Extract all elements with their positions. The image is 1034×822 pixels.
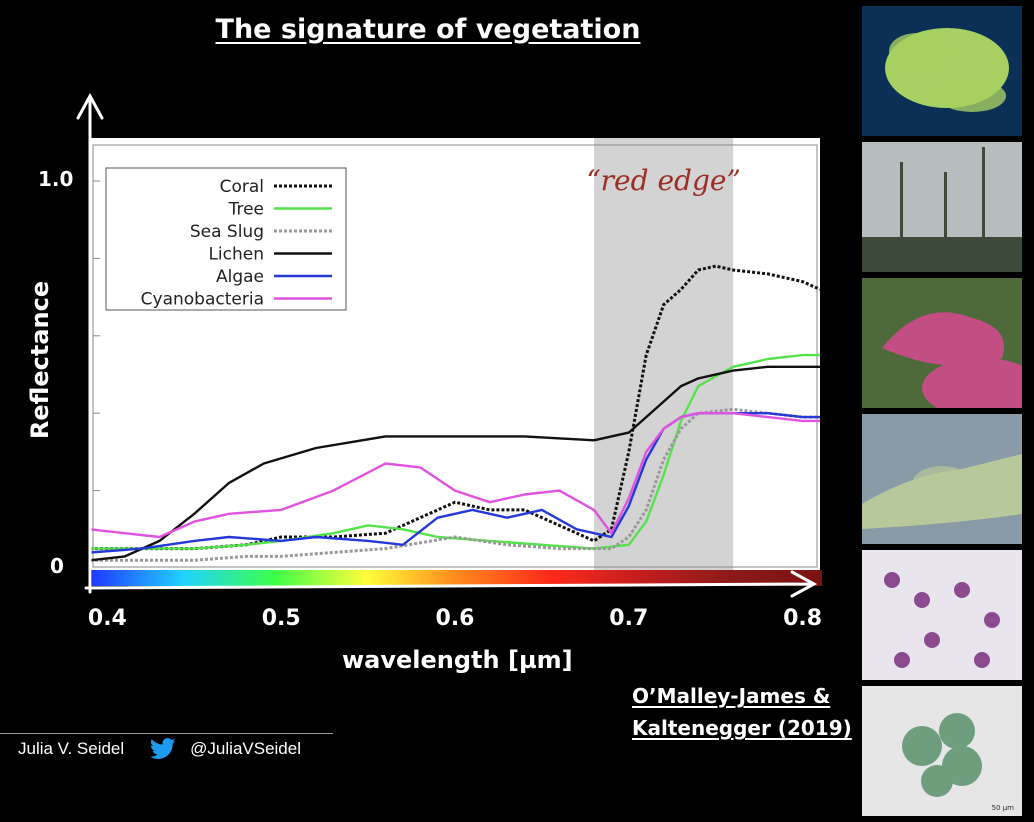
chart-plot-area: “red edge” Coral Tree Sea Slug Lichen Algae Cy… xyxy=(90,138,820,570)
author-name: Julia V. Seidel xyxy=(18,739,125,758)
legend-label-2: Sea Slug xyxy=(190,222,264,242)
citation[interactable]: O’Malley-James & Kaltenegger (2019) xyxy=(632,680,852,744)
series-line-lichen xyxy=(90,365,820,562)
legend-label-4: Algae xyxy=(216,267,264,287)
footer-divider xyxy=(0,733,333,734)
x-tick-3: 0.7 xyxy=(609,606,649,631)
x-tick-2: 0.6 xyxy=(435,606,475,631)
cyanobacteria-photo: 50 µm xyxy=(862,686,1022,816)
series-line-coral xyxy=(90,264,820,551)
lichen-photo xyxy=(862,414,1022,544)
legend-label-3: Lichen xyxy=(208,245,264,265)
algae-photo xyxy=(862,550,1022,680)
chart-overlay xyxy=(76,92,822,598)
series-line-sea-slug xyxy=(90,407,820,562)
legend-label-5: Cyanobacteria xyxy=(141,290,264,310)
x-tick-1: 0.5 xyxy=(261,606,301,631)
citation-line-1: O’Malley-James & xyxy=(632,684,831,708)
scale-bar-label: 50 µm xyxy=(992,804,1015,812)
slide-title: The signature of vegetation xyxy=(215,14,641,45)
citation-line-2: Kaltenegger (2019) xyxy=(632,716,852,740)
x-axis-arrow xyxy=(84,570,818,598)
twitter-bird-icon xyxy=(150,738,176,759)
series-line-cyanobacteria xyxy=(90,412,820,539)
sea-slug-photo xyxy=(862,278,1022,408)
y-tick-1: 1.0 xyxy=(38,167,74,191)
coral-photo xyxy=(862,6,1022,136)
red-edge-label: “red edge” xyxy=(586,164,740,197)
y-tick-0: 0 xyxy=(50,554,64,578)
photo-column: 50 µm xyxy=(862,6,1022,822)
x-tick-0: 0.4 xyxy=(87,606,127,631)
x-axis-label: wavelength [µm] xyxy=(342,646,573,674)
y-axis-arrow xyxy=(76,92,104,594)
legend-label-1: Tree xyxy=(228,200,264,220)
twitter-handle[interactable]: @JuliaVSeidel xyxy=(190,739,301,758)
footer: Julia V. Seidel @JuliaVSeidel xyxy=(18,738,301,760)
x-tick-4: 0.8 xyxy=(783,606,823,631)
tree-photo xyxy=(862,142,1022,272)
legend-label-0: Coral xyxy=(220,177,264,197)
spectrum-color-bar xyxy=(92,570,822,586)
